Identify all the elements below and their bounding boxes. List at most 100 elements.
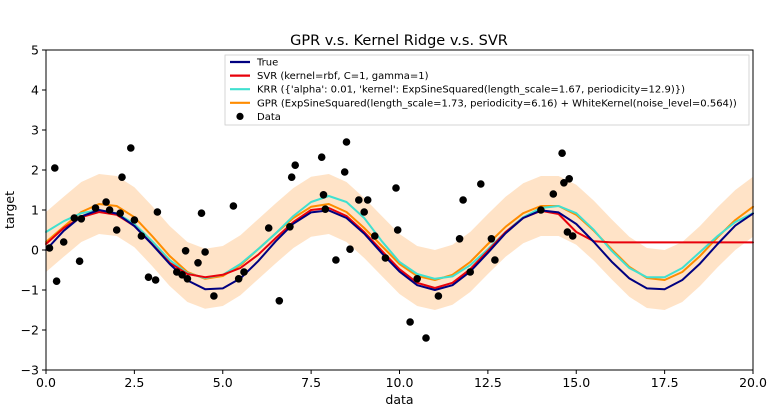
data-point <box>118 173 126 181</box>
data-point <box>286 223 294 231</box>
legend-label-gpr: GPR (ExpSineSquared(length_scale=1.73, p… <box>257 98 737 109</box>
x-tick-label: 10.0 <box>386 375 414 390</box>
data-point <box>537 206 545 214</box>
data-points-layer <box>45 138 577 342</box>
y-tick-label: 5 <box>31 43 39 58</box>
y-tick-label: −3 <box>21 363 39 378</box>
data-point <box>144 273 153 282</box>
series-line-true <box>45 209 754 291</box>
y-tick-label: 3 <box>31 123 39 138</box>
data-point <box>77 215 86 223</box>
x-tick-label: 2.5 <box>124 375 144 390</box>
data-point <box>319 191 328 199</box>
data-point <box>275 297 284 305</box>
y-axis-label: target <box>2 191 17 229</box>
data-point <box>181 247 190 255</box>
y-tick-label: 4 <box>31 83 39 98</box>
data-point <box>210 292 218 300</box>
x-axis-label: data <box>385 392 413 407</box>
data-point <box>153 208 162 216</box>
x-tick-label: 20.0 <box>739 375 767 390</box>
data-point <box>346 245 354 253</box>
legend-label-svr: SVR (kernel=rbf, C=1, gamma=1) <box>257 71 429 82</box>
data-point <box>360 208 369 216</box>
data-point <box>264 224 273 232</box>
x-tick-label: 5.0 <box>213 375 233 390</box>
data-point <box>568 232 577 240</box>
legend: True SVR (kernel=rbf, C=1, gamma=1) KRR ({… <box>224 54 750 126</box>
data-point <box>105 206 114 214</box>
data-point <box>75 257 84 266</box>
data-point <box>491 256 499 264</box>
legend-swatch-data <box>236 112 244 120</box>
data-point <box>45 244 54 252</box>
legend-label-krr: KRR ({'alpha': 0.01, 'kernel': ExpSineSq… <box>257 85 685 96</box>
data-point <box>91 204 100 212</box>
legend-box <box>224 54 750 126</box>
x-tick-label: 12.5 <box>474 375 502 390</box>
series-line-krr <box>45 195 754 280</box>
x-tick-label: 17.5 <box>651 375 679 390</box>
data-point <box>355 196 363 204</box>
data-point <box>178 271 186 279</box>
data-point <box>291 161 300 169</box>
data-point <box>363 196 372 204</box>
x-tick-label: 0.0 <box>36 375 56 390</box>
data-point <box>340 168 349 176</box>
data-point <box>563 228 572 236</box>
data-point <box>234 275 243 283</box>
data-point <box>151 276 160 284</box>
data-point <box>434 292 443 300</box>
data-point <box>406 318 414 326</box>
chart-title: GPR v.s. Kernel Ridge v.s. SVR <box>290 33 508 49</box>
data-point <box>240 268 248 276</box>
data-point <box>59 238 68 246</box>
data-point <box>487 235 496 243</box>
data-point <box>342 138 351 146</box>
data-point <box>565 175 573 183</box>
data-point <box>51 164 59 172</box>
data-point <box>137 232 146 240</box>
legend-entries: True SVR (kernel=rbf, C=1, gamma=1) KRR ({… <box>230 58 737 123</box>
x-tick-label: 15.0 <box>562 375 590 390</box>
plot-area <box>45 138 754 342</box>
data-point <box>455 235 464 243</box>
series-lines-layer <box>45 195 754 291</box>
data-point <box>317 153 326 161</box>
y-tick-label: −1 <box>21 283 39 298</box>
y-tick-label: 1 <box>31 203 39 218</box>
y-tick-label: 0 <box>31 243 39 258</box>
data-point <box>287 173 296 181</box>
data-point <box>229 202 238 210</box>
data-point <box>560 179 568 187</box>
data-point <box>194 259 202 267</box>
data-point <box>183 275 192 283</box>
y-axis-ticks: −3 −2 −1 0 1 2 3 4 5 <box>21 43 46 378</box>
data-point <box>381 254 390 262</box>
data-point <box>112 226 121 234</box>
x-tick-label: 7.5 <box>301 375 321 390</box>
x-axis-ticks: 0.0 2.5 5.0 7.5 10.0 12.5 15.0 17.5 20.0 <box>36 370 767 390</box>
data-point <box>52 277 61 286</box>
data-point <box>197 209 206 217</box>
data-point <box>102 198 110 206</box>
legend-label-true: True <box>256 58 278 69</box>
data-point <box>321 205 330 213</box>
y-tick-label: −2 <box>21 323 39 338</box>
data-point <box>371 232 379 240</box>
data-point <box>477 180 485 188</box>
y-tick-label: 2 <box>31 163 39 178</box>
data-point <box>466 268 475 276</box>
data-point <box>116 209 124 217</box>
data-point <box>392 184 400 192</box>
data-point <box>332 256 340 264</box>
data-point <box>201 248 209 256</box>
data-point <box>558 149 566 157</box>
data-point <box>549 190 558 198</box>
data-point <box>393 226 402 234</box>
data-point <box>413 275 422 283</box>
data-point <box>422 334 430 342</box>
data-point <box>70 214 79 222</box>
legend-label-data: Data <box>257 112 281 123</box>
